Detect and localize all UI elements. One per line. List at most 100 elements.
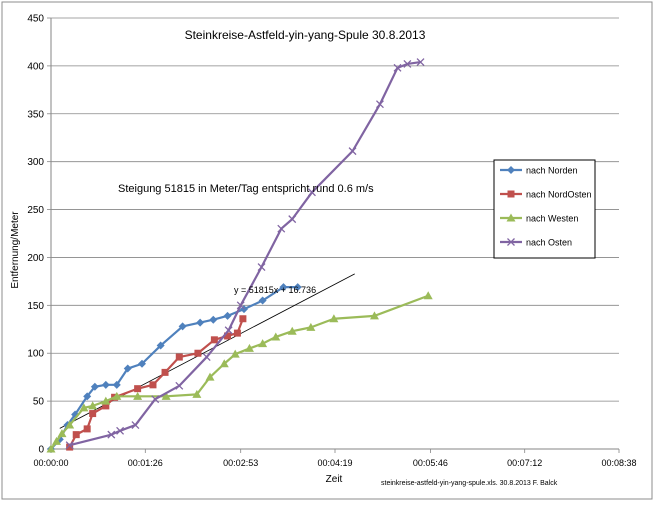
data-point xyxy=(83,425,91,433)
data-point xyxy=(202,353,211,362)
data-point xyxy=(223,311,232,320)
data-point xyxy=(348,147,357,156)
y-tick-label: 300 xyxy=(27,157,44,168)
y-tick-label: 50 xyxy=(33,397,45,408)
data-point-stroke xyxy=(393,63,402,72)
data-point-stroke xyxy=(202,353,211,362)
legend: nach Norden nach NordOsten nach Westen nach… xyxy=(493,159,596,259)
legend-label: nach Westen xyxy=(526,214,578,224)
data-point xyxy=(236,301,245,310)
data-point xyxy=(293,283,302,292)
slope-annotation: Steigung 51815 in Meter/Tag entspricht r… xyxy=(118,183,374,195)
data-point xyxy=(112,380,121,389)
data-point-stroke xyxy=(416,58,425,67)
data-point xyxy=(205,372,215,381)
data-point xyxy=(116,426,125,435)
data-point xyxy=(83,392,92,401)
legend-label: nach Norden xyxy=(526,166,578,176)
data-point xyxy=(46,444,56,453)
trendline-equation: y = 51815x + 16.736 xyxy=(234,285,316,295)
data-point xyxy=(107,430,116,439)
data-point xyxy=(507,238,515,246)
data-point-stroke xyxy=(288,215,297,224)
y-tick-label: 100 xyxy=(27,349,44,360)
data-point xyxy=(393,63,402,72)
data-point xyxy=(175,381,184,390)
footer-credit: steinkreise-astfeld-yin-yang-spule.xls. … xyxy=(381,480,558,487)
data-point-stroke xyxy=(236,301,245,310)
legend-item: nach Westen xyxy=(500,213,578,224)
data-point-stroke xyxy=(65,441,74,450)
series-nach-osten xyxy=(65,58,425,450)
data-point xyxy=(101,396,111,405)
legend-label: nach NordOsten xyxy=(526,190,592,200)
x-tick-label: 00:08:38 xyxy=(601,458,636,468)
data-point xyxy=(288,215,297,224)
data-point xyxy=(133,391,143,400)
data-point-stroke xyxy=(116,426,125,435)
data-point xyxy=(423,291,433,300)
data-point xyxy=(506,213,516,222)
data-point xyxy=(72,431,80,439)
x-tick-label: 00:00:00 xyxy=(33,458,68,468)
x-axis-label: Zeit xyxy=(326,474,343,485)
data-point xyxy=(239,315,247,323)
y-tick-label: 200 xyxy=(27,253,44,264)
data-point xyxy=(51,436,61,445)
data-point xyxy=(287,326,297,335)
data-point xyxy=(175,353,183,361)
data-point xyxy=(224,332,232,340)
y-axis-label: Entfernung/Meter xyxy=(10,211,21,289)
data-point xyxy=(178,322,187,331)
data-point xyxy=(277,224,286,233)
data-point xyxy=(196,318,205,327)
data-point xyxy=(161,368,169,376)
data-point xyxy=(151,395,160,404)
y-tick-label: 350 xyxy=(27,109,44,120)
data-point-stroke xyxy=(257,263,266,271)
data-point xyxy=(507,166,515,174)
data-point-stroke xyxy=(277,224,286,233)
chart-title: Steinkreise-Astfeld-yin-yang-Spule 30.8.… xyxy=(185,28,426,42)
data-point xyxy=(161,391,171,400)
data-point xyxy=(123,364,132,373)
data-point xyxy=(102,402,110,410)
data-point xyxy=(230,349,240,358)
axes-layer: 0 50 100 150 200 250 300 350 400 450 00:00:00 00:01… xyxy=(27,14,636,469)
data-point-stroke xyxy=(175,381,184,390)
x-tick-label: 00:07:12 xyxy=(507,458,542,468)
x-tick-label: 00:01:26 xyxy=(128,458,163,468)
data-point xyxy=(258,296,267,305)
y-tick-label: 250 xyxy=(27,205,44,216)
data-point xyxy=(403,60,412,68)
legend-item: nach Osten xyxy=(500,238,572,248)
legend-item: nach NordOsten xyxy=(500,190,592,200)
data-point xyxy=(258,339,268,348)
data-point xyxy=(149,381,157,389)
data-point xyxy=(90,382,99,391)
data-point-stroke xyxy=(403,60,412,68)
data-point xyxy=(507,190,515,198)
y-tick-label: 150 xyxy=(27,301,44,312)
data-point-stroke xyxy=(107,430,116,439)
data-point xyxy=(209,315,218,324)
data-point xyxy=(224,326,233,335)
data-point xyxy=(219,359,229,368)
data-point xyxy=(308,188,316,197)
series-line xyxy=(50,294,429,450)
data-point xyxy=(101,380,110,389)
data-point xyxy=(79,403,89,412)
data-point xyxy=(257,263,266,271)
data-point xyxy=(233,329,241,337)
data-point xyxy=(65,420,75,429)
data-point xyxy=(194,349,202,357)
data-point-stroke xyxy=(308,188,316,197)
data-point-stroke xyxy=(507,238,515,246)
data-point xyxy=(369,311,379,320)
data-point xyxy=(210,336,218,344)
data-point xyxy=(112,391,122,400)
data-point xyxy=(131,421,140,430)
legend-label: nach Osten xyxy=(526,238,572,248)
data-point xyxy=(134,385,142,393)
